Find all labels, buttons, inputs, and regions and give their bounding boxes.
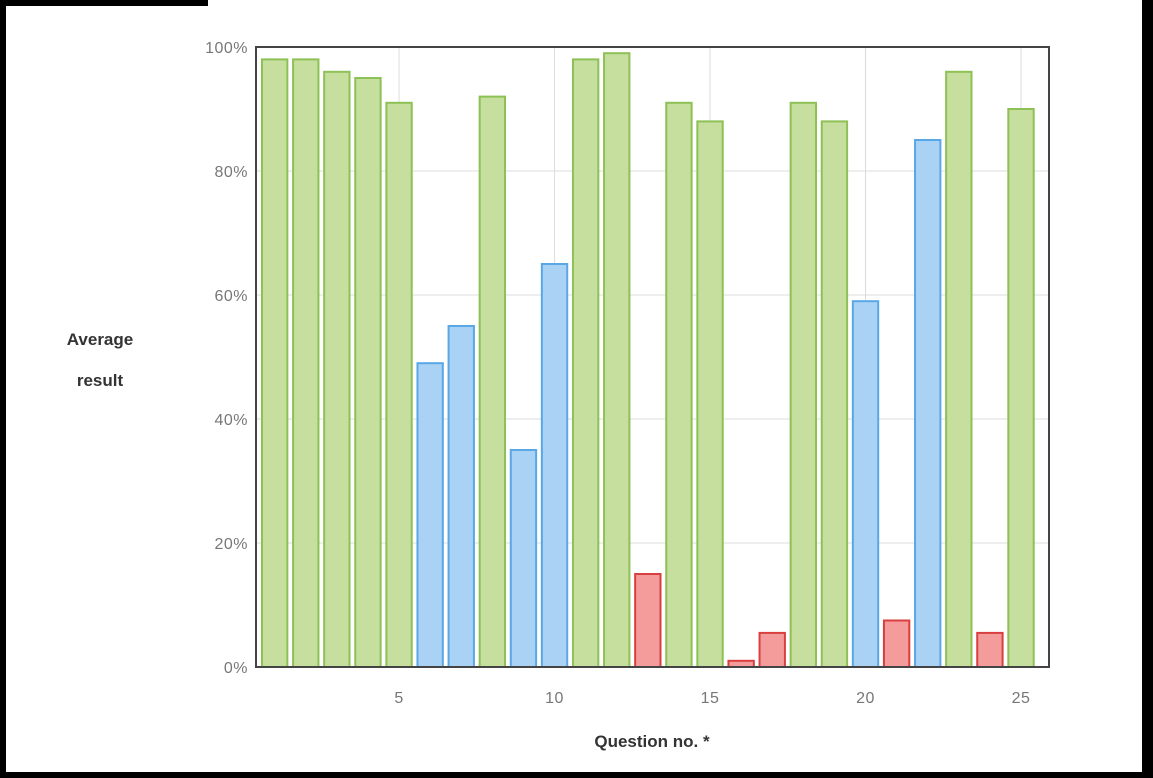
y-tick-label: 40%: [214, 412, 248, 429]
x-axis-label: Question no. *: [594, 732, 710, 751]
x-tick-label: 5: [394, 690, 403, 707]
bar-question-13: [634, 573, 662, 668]
y-axis-label-line-2: result: [77, 371, 124, 390]
bar-question-23: [945, 70, 973, 669]
x-tick-label: 25: [1012, 690, 1031, 707]
y-axis-label-line-1: Average: [67, 330, 133, 349]
y-tick-label: 60%: [214, 288, 248, 305]
plot-area-border: [255, 46, 1050, 668]
bar-question-7: [447, 325, 475, 668]
x-tick-label: 20: [856, 690, 875, 707]
bars: [260, 52, 1035, 669]
bar-question-19: [820, 120, 849, 668]
y-tick-label: 20%: [214, 536, 248, 553]
x-tick-label: 10: [545, 690, 564, 707]
bar-question-3: [323, 70, 351, 669]
bar-question-22: [914, 139, 942, 668]
x-axis-ticks: 5 10 15 20 25: [394, 690, 1030, 707]
bar-question-24: [976, 631, 1004, 669]
top-edge-bar: [0, 0, 208, 6]
bar-question-20: [851, 300, 880, 668]
bar-question-14: [665, 101, 693, 669]
bar-question-17: [758, 631, 786, 669]
bar-question-2: [292, 58, 320, 668]
bar-question-12: [603, 52, 631, 668]
y-tick-label: 100%: [205, 40, 248, 57]
bar-question-10: [540, 263, 569, 668]
bar-question-25: [1007, 108, 1035, 668]
y-axis-ticks: 0% 20% 40% 60% 80% 100%: [205, 40, 248, 677]
bar-question-9: [509, 449, 538, 668]
bar-question-8: [478, 95, 507, 669]
bar-question-15: [696, 120, 724, 668]
bar-question-11: [571, 58, 600, 668]
bar-question-21: [882, 619, 911, 668]
x-tick-label: 15: [701, 690, 720, 707]
y-tick-label: 80%: [214, 164, 248, 181]
bar-question-5: [385, 101, 413, 669]
bar-question-4: [354, 77, 382, 668]
bar-question-1: [260, 58, 289, 668]
bar-question-6: [416, 362, 444, 668]
bar-question-18: [789, 101, 818, 669]
y-tick-label: 0%: [224, 660, 248, 677]
